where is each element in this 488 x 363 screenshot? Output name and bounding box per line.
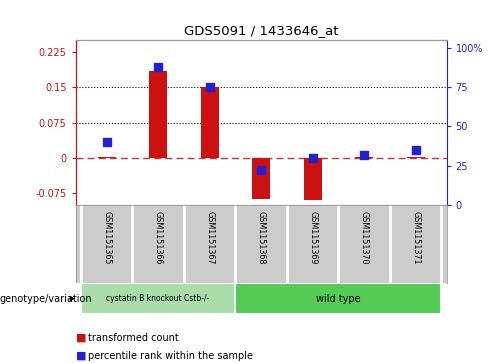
Point <box>412 147 420 153</box>
Text: ■: ■ <box>76 333 86 343</box>
Text: GSM1151368: GSM1151368 <box>257 211 265 264</box>
Text: GSM1151370: GSM1151370 <box>360 211 368 264</box>
Bar <box>98 157 116 158</box>
Bar <box>81 283 235 314</box>
Point <box>360 152 368 158</box>
Bar <box>304 158 322 200</box>
Point <box>309 155 317 161</box>
Text: GSM1151367: GSM1151367 <box>205 211 214 264</box>
Text: percentile rank within the sample: percentile rank within the sample <box>88 351 253 361</box>
Bar <box>201 87 219 158</box>
Point <box>154 64 162 70</box>
Text: GSM1151369: GSM1151369 <box>308 211 317 264</box>
Text: GSM1151371: GSM1151371 <box>411 211 420 264</box>
Bar <box>149 70 167 158</box>
Bar <box>355 157 373 158</box>
Text: cystatin B knockout Cstb-/-: cystatin B knockout Cstb-/- <box>106 294 210 303</box>
Text: ■: ■ <box>76 351 86 361</box>
Bar <box>252 158 270 199</box>
Text: GSM1151365: GSM1151365 <box>102 211 111 264</box>
Point <box>102 139 110 145</box>
Point <box>257 168 265 174</box>
Text: transformed count: transformed count <box>88 333 179 343</box>
Text: genotype/variation: genotype/variation <box>0 294 93 303</box>
Text: wild type: wild type <box>316 294 361 303</box>
Title: GDS5091 / 1433646_at: GDS5091 / 1433646_at <box>184 24 338 37</box>
Point <box>205 84 213 90</box>
Text: GSM1151366: GSM1151366 <box>154 211 163 264</box>
Bar <box>235 283 441 314</box>
